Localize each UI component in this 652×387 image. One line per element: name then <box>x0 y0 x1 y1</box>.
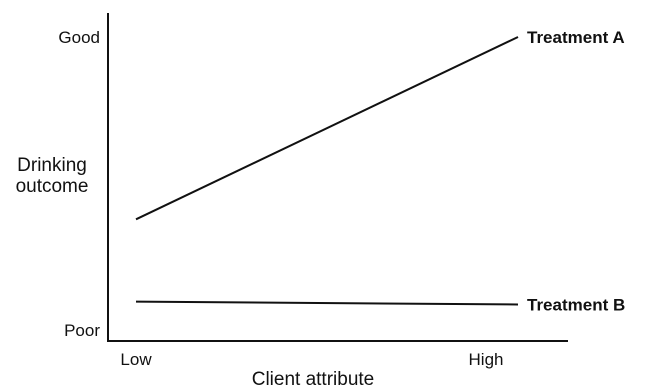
x-axis-title: Client attribute <box>252 369 375 387</box>
series-line-treatment-a <box>135 36 519 221</box>
series-line-treatment-b <box>135 300 519 306</box>
y-tick-label-bottom: Poor <box>64 321 100 340</box>
series-label-treatment-b: Treatment B <box>527 296 625 315</box>
x-tick-label-left: Low <box>120 350 152 369</box>
series-label-treatment-a: Treatment A <box>527 28 625 47</box>
x-tick-label-right: High <box>469 350 504 369</box>
series-group: Treatment A Treatment B <box>135 28 625 315</box>
y-axis-title-line-2: outcome <box>16 176 89 197</box>
chart-area: Good Poor Drinking outcome Low High Clie… <box>16 13 625 387</box>
y-axis-title-line-1: Drinking <box>17 155 87 176</box>
y-tick-label-top: Good <box>58 28 100 47</box>
